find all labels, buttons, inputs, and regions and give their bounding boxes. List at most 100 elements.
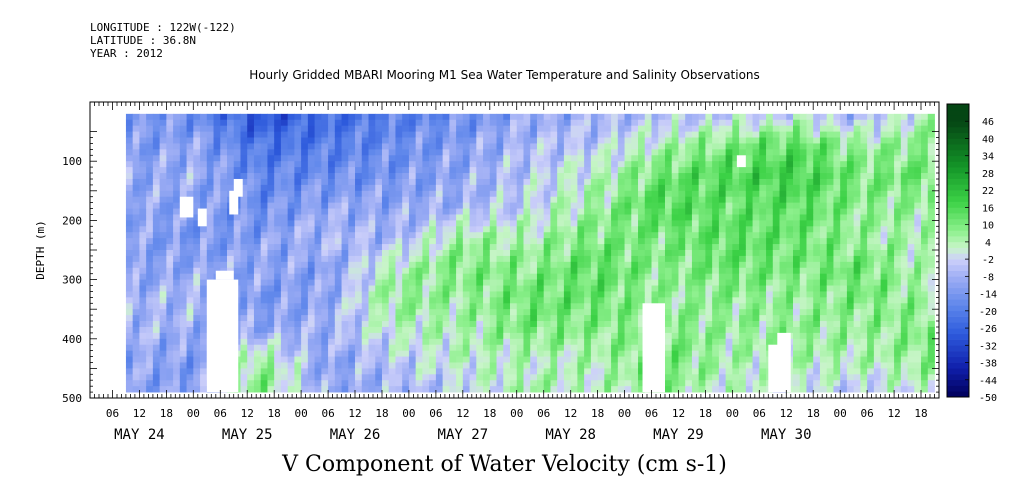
heatmap-cell [476, 291, 484, 298]
heatmap-cell [267, 368, 275, 375]
heatmap-cell [671, 178, 679, 186]
heatmap-cell [766, 303, 774, 310]
heatmap-cell [678, 125, 686, 132]
heatmap-cell [328, 238, 336, 245]
heatmap-cell [678, 119, 686, 127]
heatmap-cell [260, 374, 268, 381]
heatmap-cell [348, 386, 356, 393]
heatmap-cell [361, 350, 369, 357]
heatmap-cell [422, 208, 430, 215]
heatmap-cell [793, 338, 801, 346]
heatmap-cell [617, 167, 625, 174]
heatmap-cell [779, 244, 787, 251]
heatmap-cell [793, 255, 801, 263]
heatmap-cell [557, 315, 565, 322]
heatmap-cell [415, 255, 423, 263]
heatmap-cell [543, 374, 551, 381]
heatmap-cell [590, 356, 599, 363]
heatmap-cell [476, 190, 484, 198]
heatmap-cell [671, 303, 679, 310]
heatmap-cell [530, 267, 538, 275]
heatmap-cell [159, 167, 167, 174]
heatmap-cell [186, 326, 194, 334]
heatmap-cell [759, 368, 767, 375]
heatmap-cell [173, 190, 181, 198]
heatmap-cell [159, 178, 167, 186]
heatmap-cell [253, 226, 262, 233]
heatmap-cell [530, 226, 538, 233]
heatmap-cell [280, 125, 289, 132]
heatmap-cell [543, 297, 551, 304]
heatmap-cell [321, 309, 329, 316]
heatmap-cell [543, 303, 551, 310]
heatmap-cell [483, 137, 491, 144]
heatmap-cell [638, 297, 646, 304]
heatmap-cell [624, 297, 632, 304]
heatmap-cell [590, 178, 599, 186]
heatmap-cell [442, 326, 450, 334]
heatmap-cell [779, 214, 787, 221]
heatmap-cell [328, 208, 336, 215]
heatmap-cell [159, 208, 167, 215]
heatmap-cell [671, 143, 679, 150]
heatmap-cell [550, 362, 558, 369]
heatmap-cell [402, 119, 410, 127]
heatmap-cell [550, 167, 558, 174]
heatmap-cell [355, 255, 363, 263]
heatmap-cell [786, 315, 794, 322]
heatmap-cell [489, 255, 497, 263]
heatmap-cell [813, 208, 821, 215]
heatmap-cell [415, 190, 423, 198]
heatmap-cell [523, 173, 531, 180]
heatmap-cell [476, 131, 484, 138]
heatmap-cell [456, 315, 464, 322]
heatmap-cell [253, 350, 262, 357]
heatmap-cell [381, 332, 390, 340]
heatmap-cell [691, 161, 700, 168]
heatmap-cell [139, 338, 147, 346]
heatmap-cell [745, 184, 753, 192]
heatmap-cell [617, 119, 625, 127]
heatmap-cell [813, 332, 821, 340]
heatmap-cell [745, 125, 753, 132]
heatmap-cell [705, 125, 713, 132]
heatmap-cell [173, 143, 181, 150]
heatmap-cell [321, 143, 329, 150]
heatmap-cell [779, 315, 787, 322]
heatmap-cell [718, 173, 727, 180]
heatmap-cell [381, 143, 390, 150]
heatmap-cell [590, 238, 599, 245]
heatmap-cell [483, 285, 491, 292]
heatmap-cell [745, 332, 753, 340]
heatmap-cell [516, 285, 524, 292]
heatmap-cell [186, 303, 194, 310]
heatmap-cell [638, 214, 646, 221]
heatmap-cell [712, 173, 720, 180]
heatmap-cell [388, 285, 396, 292]
heatmap-cell [348, 250, 356, 257]
heatmap-cell [429, 380, 437, 387]
heatmap-cell [766, 261, 774, 269]
heatmap-cell [725, 196, 733, 204]
heatmap-cell [179, 131, 187, 138]
heatmap-cell [301, 173, 309, 180]
heatmap-cell [274, 309, 282, 316]
heatmap-cell [253, 113, 262, 121]
heatmap-cell [658, 250, 666, 257]
heatmap-cell [125, 190, 134, 198]
heatmap-cell [664, 332, 673, 340]
heatmap-cell [469, 338, 477, 346]
heatmap-cell [334, 338, 342, 346]
heatmap-cell [240, 202, 248, 209]
heatmap-cell [442, 315, 450, 322]
heatmap-cell [200, 291, 208, 298]
heatmap-cell [469, 380, 477, 387]
heatmap-cell [745, 368, 753, 375]
heatmap-cell [712, 131, 720, 138]
heatmap-cell [698, 232, 706, 239]
heatmap-cell [179, 374, 187, 381]
heatmap-cell [381, 125, 390, 132]
heatmap-cell [584, 113, 592, 121]
heatmap-cell [671, 119, 679, 127]
heatmap-cell [611, 326, 619, 334]
